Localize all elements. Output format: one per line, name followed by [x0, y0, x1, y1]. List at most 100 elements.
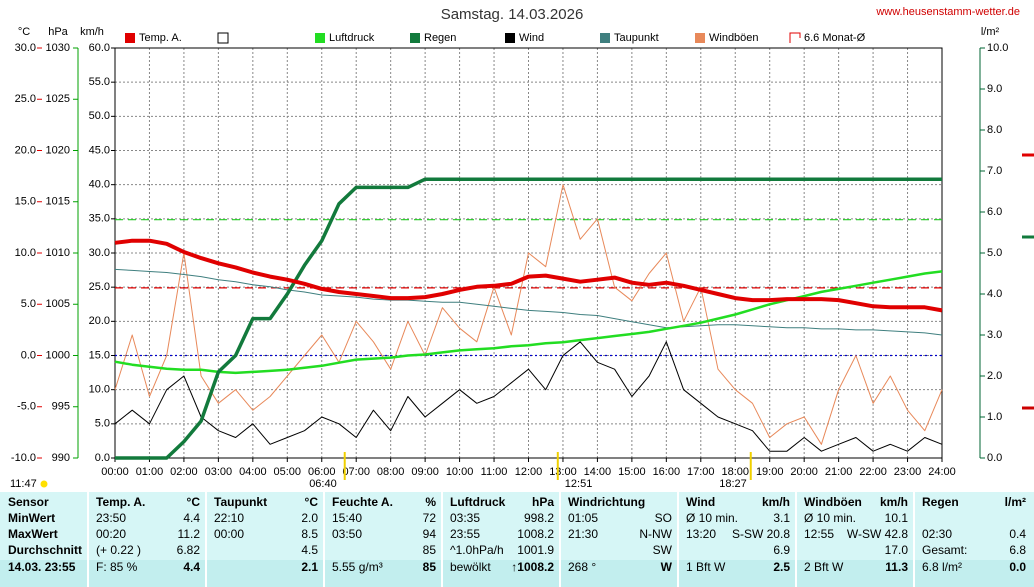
y-tick-label: 0.0 — [95, 452, 110, 464]
table-cell: 4.4 — [183, 511, 200, 525]
table-cell: Ø 10 min. — [686, 511, 738, 525]
table-cell: 00:00 — [214, 527, 244, 541]
source-link[interactable]: www.heusenstamm-wetter.de — [875, 6, 1020, 18]
y-tick-label: 20.0 — [15, 144, 36, 156]
table-cell: 11.3 — [885, 560, 908, 574]
table-cell: Temp. A. — [96, 495, 145, 509]
table-cell: 1001.9 — [517, 543, 554, 557]
table-cell: 11.2 — [178, 527, 201, 541]
table-cell: W — [661, 560, 673, 574]
legend-swatch — [125, 33, 135, 43]
table-cell: N-NW — [639, 527, 672, 541]
table-cell: 21:30 — [568, 527, 598, 541]
x-tick-label: 20:00 — [790, 466, 818, 478]
x-tick-label: 06:00 — [308, 466, 336, 478]
y-tick-label: 995 — [52, 401, 70, 413]
y-tick-label: 0.0 — [21, 349, 36, 361]
y-tick-label: 990 — [52, 452, 70, 464]
table-cell: km/h — [762, 495, 790, 509]
y-tick-label: 1.0 — [987, 411, 1002, 423]
legend-swatch — [505, 33, 515, 43]
y-tick-label: 55.0 — [89, 76, 110, 88]
axis-title: hPa — [48, 26, 68, 38]
legend-swatch — [600, 33, 610, 43]
x-tick-label: 12:00 — [515, 466, 543, 478]
y-tick-label: 1015 — [46, 196, 70, 208]
table-cell: 15:40 — [332, 511, 362, 525]
y-tick-label: 15.0 — [89, 349, 110, 361]
table-cell: 5.55 g/m³ — [332, 560, 383, 574]
y-tick-label: 0.0 — [987, 452, 1002, 464]
series-line — [114, 268, 943, 336]
x-tick-label: 22:00 — [859, 466, 887, 478]
table-last-row — [0, 560, 1034, 587]
table-cell: °C — [187, 495, 201, 509]
legend-label: Temp. A. — [139, 32, 182, 44]
legend-swatch — [695, 33, 705, 43]
table-cell: MinWert — [8, 511, 55, 525]
table-cell: 6.9 — [773, 543, 790, 557]
table-cell: 10.1 — [885, 511, 909, 525]
x-tick-label: 05:00 — [274, 466, 302, 478]
table-cell: MaxWert — [8, 527, 58, 541]
y-tick-label: 7.0 — [987, 165, 1002, 177]
table-cell: F: 85 % — [96, 560, 138, 574]
x-tick-label: 19:00 — [756, 466, 784, 478]
table-cell: SO — [655, 511, 672, 525]
table-cell: Ø 10 min. — [804, 511, 856, 525]
table-cell: Gesamt: — [922, 543, 967, 557]
legend-label: Wind — [519, 32, 544, 44]
y-tick-label: 10.0 — [15, 247, 36, 259]
table-cell: ^1.0hPa/h — [450, 543, 504, 557]
x-tick-label: 03:00 — [205, 466, 233, 478]
table-cell: 12:55 — [804, 527, 834, 541]
table-cell: Windrichtung — [568, 495, 645, 509]
table-cell: 2 Bft W — [804, 560, 844, 574]
table-cell: % — [425, 495, 436, 509]
axis-title: l/m² — [981, 26, 1000, 38]
table-cell: W-SW 42.8 — [847, 527, 908, 541]
x-tick-label: 21:00 — [825, 466, 853, 478]
sun-marker-label: 06:40 — [309, 478, 337, 490]
y-tick-label: 1025 — [46, 93, 70, 105]
y-tick-label: 25.0 — [89, 281, 110, 293]
table-cell: 03:35 — [450, 511, 480, 525]
y-tick-label: 20.0 — [89, 315, 110, 327]
axis-title: °C — [18, 26, 30, 38]
x-tick-label: 10:00 — [446, 466, 474, 478]
table-cell: 1008.2 — [517, 527, 554, 541]
series-line — [114, 341, 943, 452]
y-tick-label: 6.0 — [987, 206, 1002, 218]
y-tick-label: 50.0 — [89, 110, 110, 122]
y-tick-label: 1020 — [46, 144, 70, 156]
x-tick-label: 11:00 — [481, 466, 508, 478]
table-cell: Sensor — [8, 495, 49, 509]
legend-swatch — [410, 33, 420, 43]
series-line — [114, 184, 943, 445]
table-cell: 6.8 — [1009, 543, 1026, 557]
y-tick-label: 35.0 — [89, 213, 110, 225]
series-line — [114, 238, 943, 313]
table-cell: 01:05 — [568, 511, 598, 525]
table-cell: l/m² — [1005, 495, 1026, 509]
x-tick-label: 14:00 — [584, 466, 612, 478]
y-tick-label: 30.0 — [15, 42, 36, 54]
legend-empty-box — [217, 32, 229, 44]
table-cell: 23:50 — [96, 511, 126, 525]
table-cell: km/h — [880, 495, 908, 509]
series-line — [114, 270, 943, 375]
table-cell: 85 — [423, 543, 437, 557]
table-cell: 13:20 — [686, 527, 716, 541]
x-tick-label: 13:00 — [549, 466, 577, 478]
table-cell: 998.2 — [524, 511, 554, 525]
y-tick-label: 5.0 — [987, 247, 1002, 259]
table-cell: Feuchte A. — [332, 495, 393, 509]
table-cell: 4.5 — [301, 543, 318, 557]
table-cell: 85 — [423, 560, 437, 574]
x-tick-label: 18:00 — [721, 466, 749, 478]
y-tick-label: 5.0 — [21, 298, 36, 310]
y-tick-label: -5.0 — [17, 401, 36, 413]
day-length: 11:47 — [10, 478, 37, 490]
x-tick-label: 09:00 — [411, 466, 439, 478]
y-tick-label: 45.0 — [89, 144, 110, 156]
